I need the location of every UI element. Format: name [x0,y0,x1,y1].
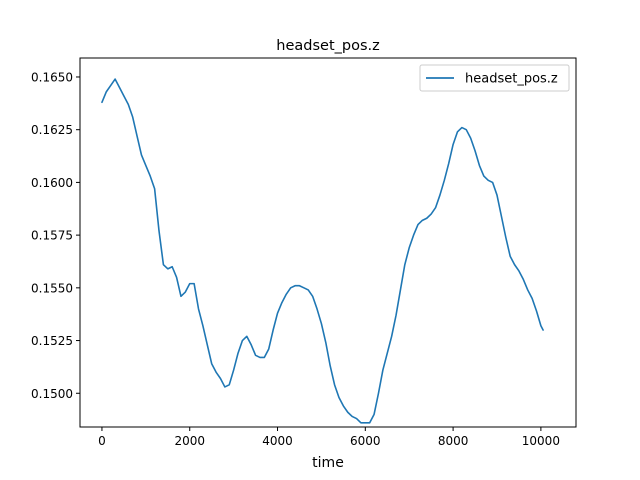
axes-frame [79,57,577,428]
x-tick-label: 2000 [174,434,205,448]
x-tick-label: 0 [98,434,106,448]
x-tick-label: 6000 [350,434,381,448]
x-axis-label: time [312,455,344,471]
y-tick-label: 0.1525 [31,334,73,348]
x-axis: 0 2000 4000 6000 8000 10000 [98,427,560,448]
x-tick-label: 10000 [522,434,560,448]
legend: headset_pos.z [419,64,570,92]
y-tick-label: 0.1650 [31,70,73,84]
chart-title: headset_pos.z [276,38,379,54]
legend-box [419,64,570,92]
x-tick-label: 8000 [438,434,469,448]
y-tick-label: 0.1550 [31,281,73,295]
legend-label: headset_pos.z [465,72,558,87]
plot-area [101,78,544,424]
y-axis: 0.1500 0.1525 0.1550 0.1575 0.1600 0.1625 0.16… [31,70,80,401]
y-tick-label: 0.1500 [31,387,73,401]
series-line-headset-pos-z [101,78,544,424]
y-tick-label: 0.1575 [31,229,73,243]
y-tick-label: 0.1625 [31,123,73,137]
y-tick-label: 0.1600 [31,176,73,190]
x-tick-label: 4000 [262,434,293,448]
